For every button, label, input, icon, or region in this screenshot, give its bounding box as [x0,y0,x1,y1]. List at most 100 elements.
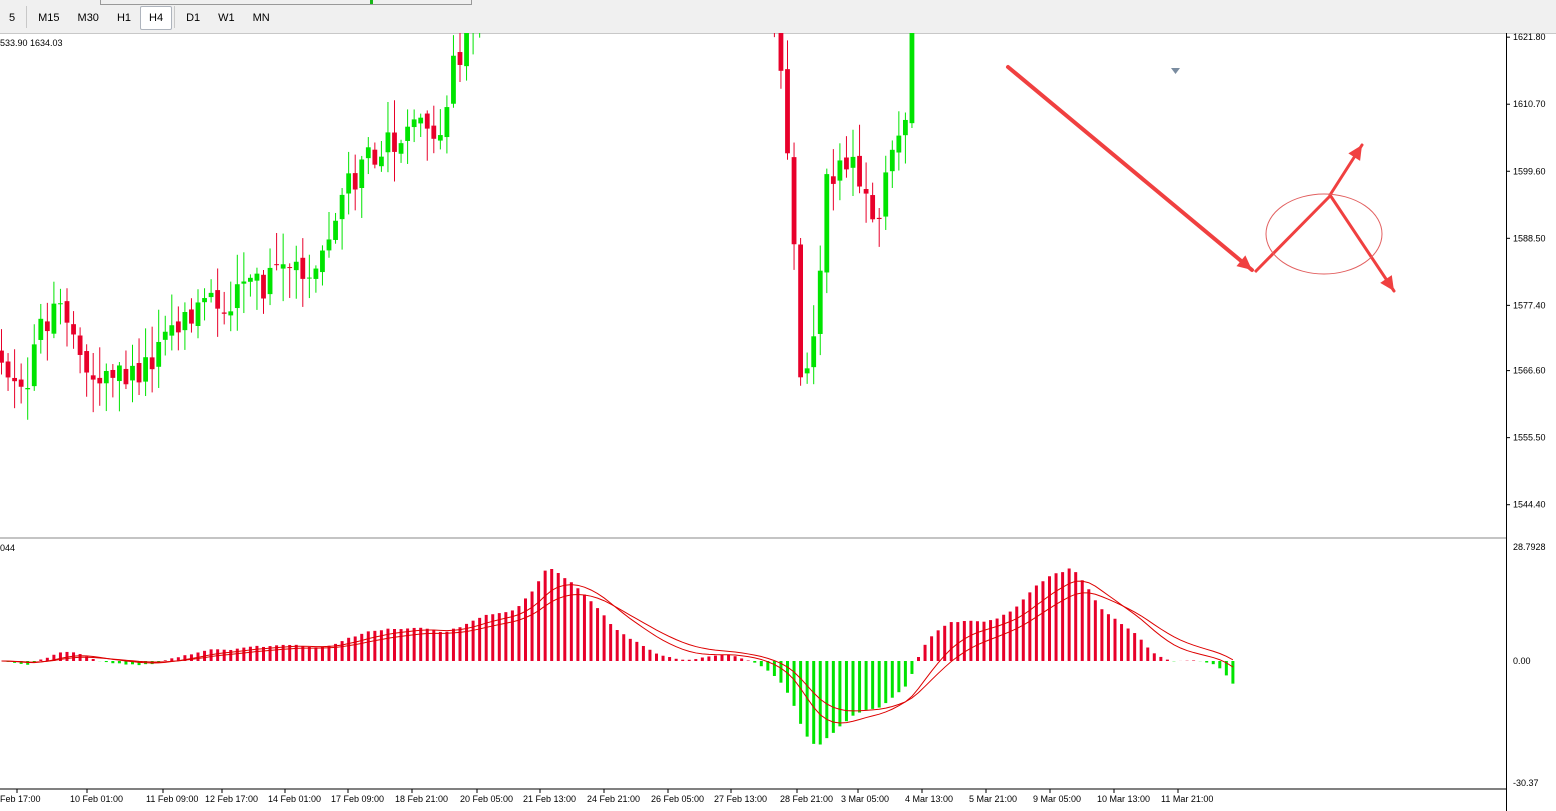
candle-body[interactable] [791,157,797,245]
candle-body[interactable] [365,147,371,159]
candle-body[interactable] [77,335,83,355]
candle-body[interactable] [352,173,358,190]
candle-body[interactable] [18,379,24,387]
candle-body[interactable] [267,267,273,295]
candle-body[interactable] [346,173,352,194]
candle-body[interactable] [274,264,279,266]
candle-body[interactable] [359,159,365,188]
candle-body[interactable] [280,264,286,269]
price-chart[interactable]: 533.90 1634.030441710.301699.501688.4016… [0,33,1556,811]
candle-body[interactable] [248,277,253,282]
candle-body[interactable] [464,33,469,67]
candle-body[interactable] [293,261,299,271]
candle-body[interactable] [817,270,823,334]
candle-body[interactable] [215,290,221,309]
candle-body[interactable] [202,298,207,303]
candle-body[interactable] [313,268,319,279]
candle-body[interactable] [136,363,142,383]
timeframe-mn-button[interactable]: MN [252,12,270,24]
candle-body[interactable] [5,361,11,378]
candle-body[interactable] [97,377,103,384]
candle-body[interactable] [451,55,456,104]
candle-body[interactable] [392,132,397,152]
candle-body[interactable] [64,301,70,323]
candle-body[interactable] [798,244,803,378]
candle-body[interactable] [418,117,424,124]
timeframe-w1-button[interactable]: W1 [218,12,235,24]
candle-body[interactable] [234,284,240,309]
candle-body[interactable] [457,52,463,65]
candle-body[interactable] [903,119,908,136]
candle-body[interactable] [123,368,129,385]
candle-body[interactable] [379,156,384,167]
candle-body[interactable] [372,149,378,165]
candle-body[interactable] [320,250,325,273]
candle-body[interactable] [182,312,188,331]
candle-body[interactable] [254,273,260,281]
candle-body[interactable] [117,365,122,382]
candle-body[interactable] [778,33,784,71]
candle-body[interactable] [844,157,849,170]
candle-body[interactable] [241,281,247,284]
candle-body[interactable] [850,156,856,168]
candle-body[interactable] [326,239,332,251]
scroll-marker[interactable] [1171,68,1180,74]
candle-body[interactable] [84,351,90,373]
timeframe-h4-button[interactable]: H4 [140,6,173,30]
candle-body[interactable] [103,370,109,384]
candle-body[interactable] [863,189,869,194]
candle-body[interactable] [824,174,830,273]
candle-body[interactable] [90,375,96,380]
candle-body[interactable] [189,309,194,324]
candle-body[interactable] [195,302,201,327]
candle-body[interactable] [51,303,57,334]
candle-body[interactable] [424,113,430,129]
candle-body[interactable] [143,357,148,382]
candle-body[interactable] [71,324,76,335]
candle-body[interactable] [857,155,862,187]
timeframe-m15-button[interactable]: M15 [38,12,60,24]
candle-body[interactable] [876,217,882,220]
candle-body[interactable] [228,311,234,316]
candle-body[interactable] [31,344,37,387]
candle-body[interactable] [169,325,175,336]
candle-body[interactable] [58,303,63,305]
candle-body[interactable] [175,321,181,333]
candle-body[interactable] [38,318,44,340]
candle-body[interactable] [896,135,902,153]
timeframe-h1-button[interactable]: H1 [116,12,131,24]
candle-body[interactable] [162,331,168,340]
candle-body[interactable] [385,132,391,153]
candle-body[interactable] [785,69,790,154]
candle-body[interactable] [411,119,417,128]
candle-body[interactable] [110,369,116,378]
candle-body[interactable] [130,365,135,381]
candle-body[interactable] [837,160,843,181]
candle-body[interactable] [811,336,817,368]
candle-body[interactable] [804,368,810,374]
candle-body[interactable] [44,321,50,332]
candle-body[interactable] [306,277,312,279]
candle-body[interactable] [149,357,155,370]
candle-body[interactable] [0,350,4,363]
candle-body[interactable] [261,274,266,299]
candle-body[interactable] [398,143,404,154]
candle-body[interactable] [221,312,227,314]
candle-body[interactable] [431,125,437,139]
candle-body[interactable] [339,194,345,220]
candle-body[interactable] [333,220,338,240]
candle-body[interactable] [287,267,293,269]
candle-body[interactable] [300,257,306,279]
candle-body[interactable] [208,292,214,298]
candle-body[interactable] [25,388,31,390]
candle-body[interactable] [12,377,17,382]
candle-body[interactable] [909,33,915,124]
candle-body[interactable] [437,135,443,141]
candle-body[interactable] [883,172,889,217]
candle-body[interactable] [830,176,836,184]
candle-body[interactable] [889,149,895,172]
candle-body[interactable] [405,126,410,141]
timeframe-m30-button[interactable]: M30 [77,12,99,24]
candle-body[interactable] [870,195,876,220]
candle-body[interactable] [156,341,162,367]
